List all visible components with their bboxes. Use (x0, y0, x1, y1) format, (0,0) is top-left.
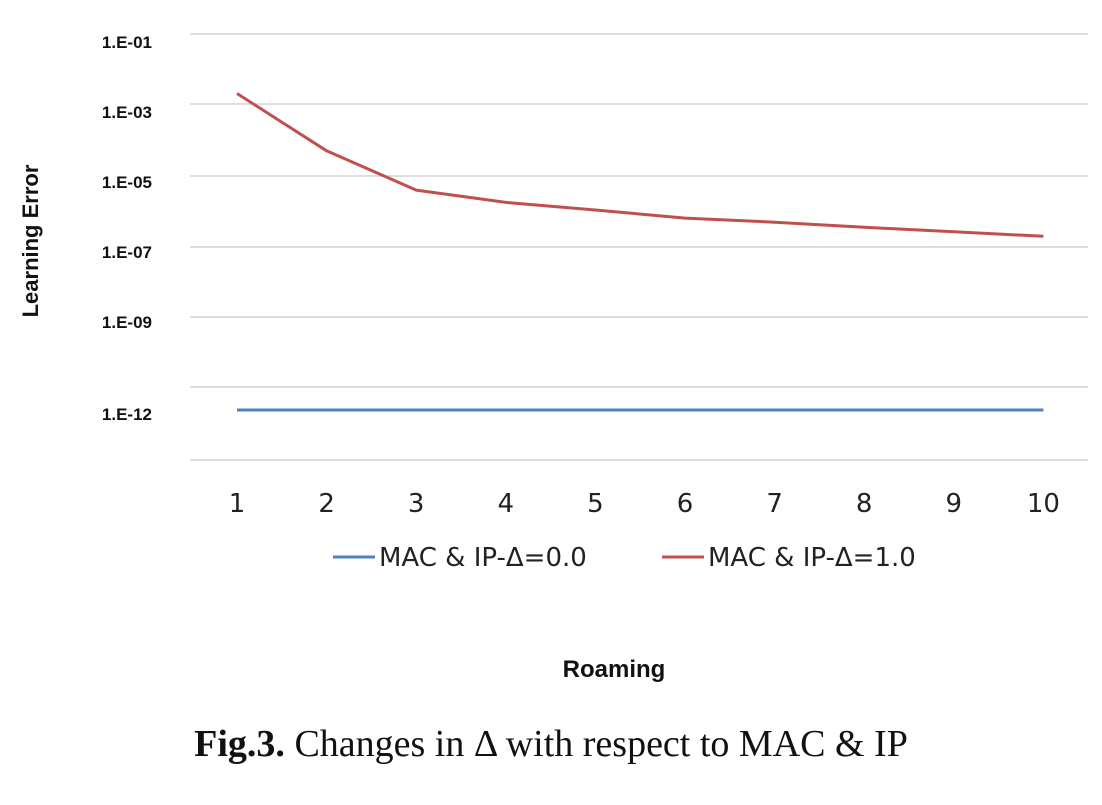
y-tick-label: 1.E-05 (102, 173, 152, 192)
x-tick-label: 8 (856, 489, 873, 519)
caption-figure-number: Fig.3. (194, 723, 285, 765)
x-axis-ticks: 1 2 3 4 5 6 7 8 9 10 (229, 489, 1060, 519)
y-tick-label: 1.E-03 (102, 103, 152, 122)
series-lines (236, 92, 1044, 412)
x-tick-label: 5 (587, 489, 604, 519)
x-tick-label: 10 (1027, 489, 1060, 519)
y-tick-label: 1.E-07 (102, 243, 152, 262)
y-tick-label: 1.E-01 (102, 33, 152, 52)
x-tick-label: 1 (229, 489, 246, 519)
legend: MAC & IP-Δ=0.0 MAC & IP-Δ=1.0 (333, 543, 916, 573)
x-tick-label: 7 (766, 489, 783, 519)
x-tick-label: 6 (677, 489, 694, 519)
figure-caption: Fig.3. Changes in Δ with respect to MAC … (0, 722, 1102, 766)
x-tick-label: 3 (408, 489, 425, 519)
caption-text: Changes in Δ with respect to MAC & IP (284, 723, 908, 765)
gridlines (190, 33, 1088, 461)
y-tick-label: 1.E-12 (102, 405, 152, 424)
y-axis-ticks: 1.E-01 1.E-03 1.E-05 1.E-07 1.E-09 1.E-12 (102, 33, 152, 424)
legend-label: MAC & IP-Δ=0.0 (379, 543, 587, 573)
series-line-2 (236, 92, 1044, 238)
legend-label: MAC & IP-Δ=1.0 (708, 543, 916, 573)
x-tick-label: 9 (946, 489, 963, 519)
line-chart: 1.E-01 1.E-03 1.E-05 1.E-07 1.E-09 1.E-12 1 2 3… (18, 33, 1088, 683)
y-axis-label: Learning Error (18, 164, 43, 317)
x-tick-label: 2 (318, 489, 335, 519)
x-tick-label: 4 (498, 489, 515, 519)
y-tick-label: 1.E-09 (102, 313, 152, 332)
x-axis-label: Roaming (563, 656, 666, 683)
